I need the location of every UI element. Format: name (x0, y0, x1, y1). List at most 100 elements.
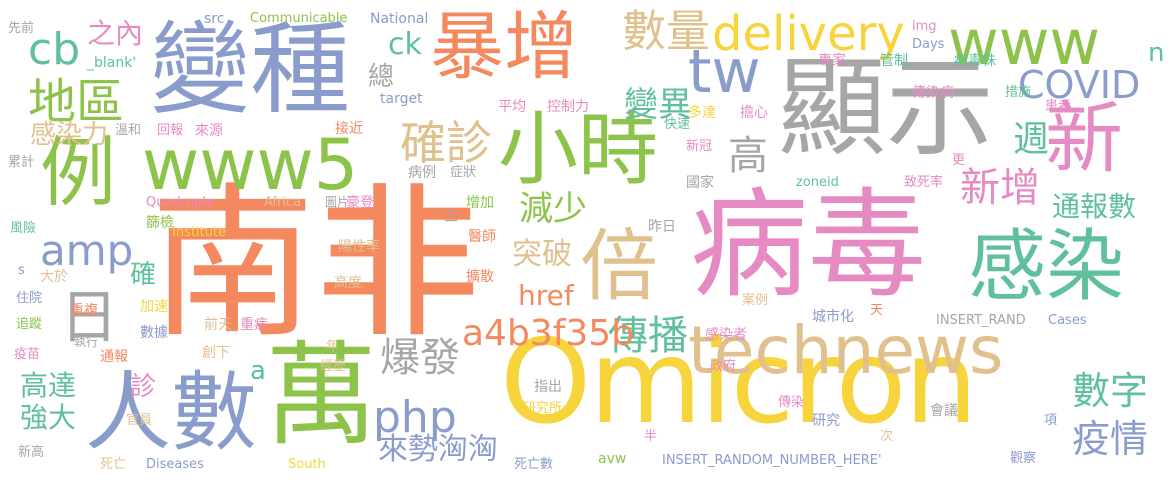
cloud-word: COVID (1018, 63, 1141, 107)
cloud-word: technews (688, 312, 1004, 389)
cloud-word: 重複 (70, 303, 98, 319)
cloud-word: 傳染病 (912, 85, 954, 101)
cloud-word: 高度 (334, 275, 362, 291)
cloud-word: Quadruple (146, 195, 215, 210)
cloud-word: Communicable (250, 11, 348, 26)
cloud-word: 病毒株 (954, 53, 996, 69)
cloud-word: 地區 (28, 74, 125, 130)
cloud-word: 新增 (960, 165, 1040, 211)
cloud-word: href (518, 279, 574, 312)
cloud-word: 先前 (8, 21, 35, 36)
cloud-word: 傳播 (608, 313, 688, 359)
cloud-word: 新 (1045, 94, 1124, 184)
cloud-word: 通報 (100, 349, 128, 365)
cloud-word: tw (688, 37, 761, 107)
cloud-word: INSERT_RANDOM_NUMBER_HERE' (662, 453, 882, 468)
cloud-word: 篩檢 (146, 215, 174, 231)
cloud-word: 研究所 (523, 401, 563, 416)
cloud-word: 例 (40, 128, 116, 217)
cloud-word: 半 (644, 429, 658, 444)
cloud-word: 新高 (18, 445, 45, 460)
cloud-word: 重症 (240, 317, 268, 333)
cloud-word: 致死率 (904, 175, 944, 190)
cloud-word: 溫和 (115, 123, 142, 138)
cloud-word: 專家 (818, 53, 846, 69)
cloud-word: 死亡 (100, 457, 127, 472)
cloud-word: 變異 (624, 85, 692, 125)
cloud-word: 患者 (1045, 99, 1072, 114)
cloud-word: 次 (880, 429, 894, 444)
cloud-word: 之內 (87, 17, 144, 50)
cloud-word: 城市化 (812, 309, 854, 325)
cloud-word: 症狀 (450, 165, 477, 180)
cloud-word: 新冠 (686, 139, 713, 154)
cloud-word: php (373, 392, 457, 443)
cloud-word: 官員 (126, 413, 153, 428)
cloud-word: 指出 (534, 379, 562, 395)
cloud-word: 前天 (204, 317, 232, 333)
cloud-word: 死亡數 (514, 457, 554, 472)
cloud-word: 豪登 (346, 195, 374, 211)
cloud-word: 昨日 (648, 219, 676, 235)
cloud-word: 國家 (686, 175, 714, 191)
cloud-word: 天 (870, 303, 884, 318)
cloud-word: 病毒 (690, 176, 927, 314)
cloud-word: 政府 (710, 359, 737, 374)
cloud-word: 更 (952, 153, 966, 168)
cloud-word: 小時 (498, 103, 658, 196)
cloud-word: 變種 (150, 11, 350, 128)
cloud-word: 強大 (20, 401, 77, 434)
cloud-word: 項 (1044, 413, 1058, 428)
cloud-word: Days (912, 37, 945, 52)
cloud-word: 來勢洶洶 (378, 432, 498, 467)
cloud-word: Africa (264, 195, 302, 210)
cloud-word: 暴增 (430, 4, 578, 90)
cloud-word: 人數 (85, 363, 257, 463)
cloud-word: 疫苗 (14, 347, 41, 362)
cloud-word: 陽性率 (338, 239, 380, 255)
cloud-word: 感染 (968, 222, 1125, 312)
cloud-word: a (250, 356, 266, 386)
cloud-word: avw (598, 451, 627, 467)
cloud-word: 確 (130, 260, 157, 290)
cloud-word: amp (40, 226, 134, 275)
cloud-word: Diseases (146, 457, 204, 472)
cloud-word: 年 (326, 339, 340, 354)
cloud-word: Cases (1048, 313, 1087, 328)
cloud-word: 減少 (519, 189, 587, 229)
cloud-word: _blank' (87, 55, 137, 71)
cloud-word: s (18, 263, 25, 278)
cloud-word: 擔心 (740, 105, 768, 121)
cloud-word: 風險 (10, 221, 37, 236)
cloud-word: 南非 (150, 168, 480, 360)
cloud-word: 措施 (1005, 85, 1032, 100)
cloud-word: delivery (712, 6, 905, 62)
cloud-word: 平均 (498, 99, 526, 115)
cloud-word: INSERT_RAND (936, 313, 1026, 328)
cloud-word: National (370, 11, 429, 27)
cloud-word: 會議 (930, 403, 958, 419)
cloud-word: 醫師 (468, 229, 496, 245)
cloud-word: 創下 (202, 345, 230, 361)
cloud-word: 總 (368, 62, 395, 92)
cloud-word: 接近 (335, 121, 363, 137)
cloud-word: 倍 (580, 222, 659, 312)
cloud-word: South (288, 457, 326, 472)
cloud-word: Omicron (500, 315, 978, 450)
cloud-word: 回報 (157, 123, 184, 138)
cloud-word: www (948, 6, 1101, 79)
cloud-word: 追蹤 (16, 317, 43, 332)
cloud-word: www5 (142, 124, 359, 206)
cloud-word: zoneid (796, 175, 839, 190)
cloud-word: 快速 (664, 117, 691, 132)
cloud-word: 日 (60, 283, 119, 351)
cloud-word: 案例 (742, 293, 769, 308)
cloud-word: 突破 (512, 237, 572, 272)
cloud-word: 多達 (688, 105, 716, 121)
cloud-word: 爆發 (380, 335, 460, 381)
cloud-word: 研究 (812, 413, 840, 429)
cloud-word: 診 (130, 372, 157, 402)
cloud-word: cb (28, 24, 81, 75)
cloud-word: 控制力 (547, 99, 589, 115)
cloud-word: 大於 (40, 269, 68, 285)
